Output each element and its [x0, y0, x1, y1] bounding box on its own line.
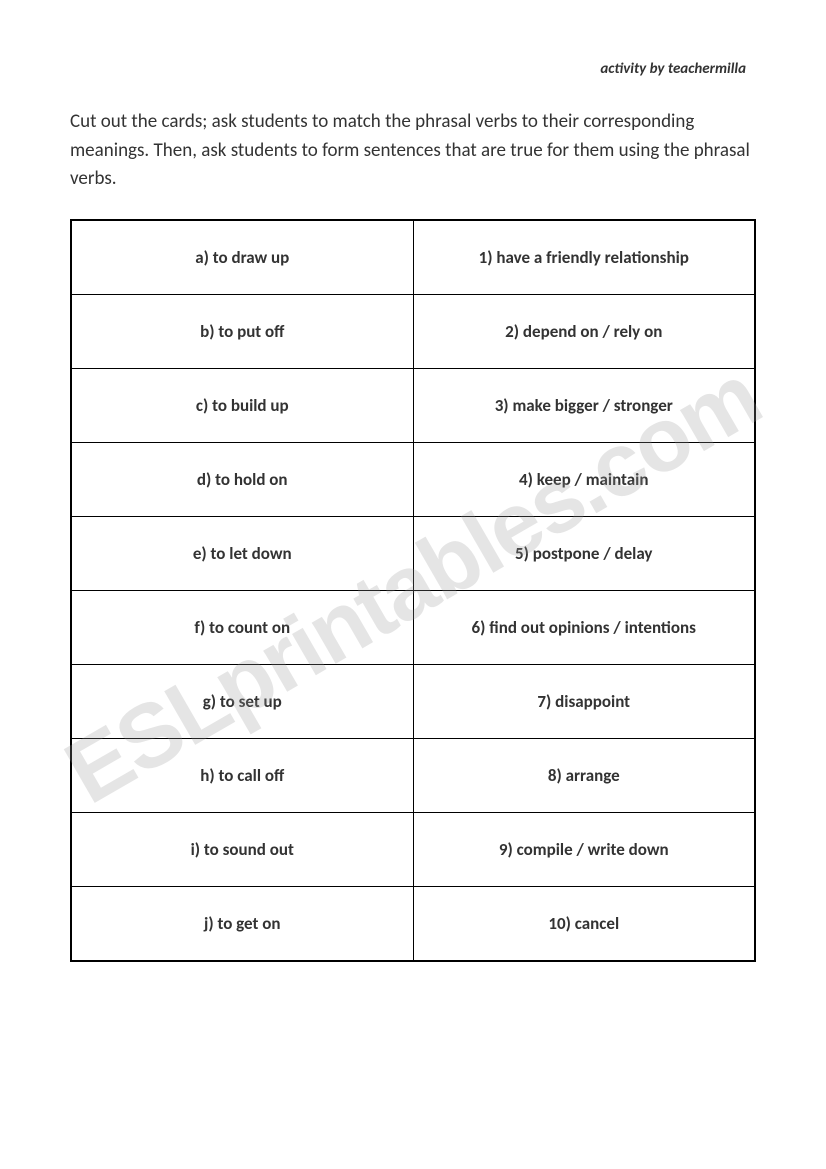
meaning-cell: 6) find out opinions / intentions: [413, 590, 755, 664]
table-row: i) to sound out 9) compile / write down: [71, 812, 755, 886]
credit-line: activity by teachermilla: [70, 60, 756, 78]
table-row: e) to let down 5) postpone / delay: [71, 516, 755, 590]
table-row: f) to count on 6) find out opinions / in…: [71, 590, 755, 664]
table-row: g) to set up 7) disappoint: [71, 664, 755, 738]
phrasal-verb-cell: d) to hold on: [71, 442, 413, 516]
phrasal-verb-cell: b) to put off: [71, 294, 413, 368]
meaning-cell: 5) postpone / delay: [413, 516, 755, 590]
phrasal-verb-cell: h) to call off: [71, 738, 413, 812]
table-row: c) to build up 3) make bigger / stronger: [71, 368, 755, 442]
phrasal-verb-cell: g) to set up: [71, 664, 413, 738]
meaning-cell: 4) keep / maintain: [413, 442, 755, 516]
meaning-cell: 7) disappoint: [413, 664, 755, 738]
table-row: h) to call off 8) arrange: [71, 738, 755, 812]
table-row: b) to put off 2) depend on / rely on: [71, 294, 755, 368]
meaning-cell: 10) cancel: [413, 886, 755, 961]
instructions-text: Cut out the cards; ask students to match…: [70, 108, 756, 194]
phrasal-verb-cell: f) to count on: [71, 590, 413, 664]
phrasal-verb-cell: c) to build up: [71, 368, 413, 442]
meaning-cell: 2) depend on / rely on: [413, 294, 755, 368]
phrasal-verb-cell: i) to sound out: [71, 812, 413, 886]
table-body: a) to draw up 1) have a friendly relatio…: [71, 220, 755, 961]
meaning-cell: 1) have a friendly relationship: [413, 220, 755, 295]
table-row: a) to draw up 1) have a friendly relatio…: [71, 220, 755, 295]
phrasal-verb-cell: a) to draw up: [71, 220, 413, 295]
phrasal-verbs-table: a) to draw up 1) have a friendly relatio…: [70, 219, 756, 962]
phrasal-verb-cell: e) to let down: [71, 516, 413, 590]
meaning-cell: 9) compile / write down: [413, 812, 755, 886]
phrasal-verb-cell: j) to get on: [71, 886, 413, 961]
table-row: d) to hold on 4) keep / maintain: [71, 442, 755, 516]
meaning-cell: 8) arrange: [413, 738, 755, 812]
meaning-cell: 3) make bigger / stronger: [413, 368, 755, 442]
table-row: j) to get on 10) cancel: [71, 886, 755, 961]
